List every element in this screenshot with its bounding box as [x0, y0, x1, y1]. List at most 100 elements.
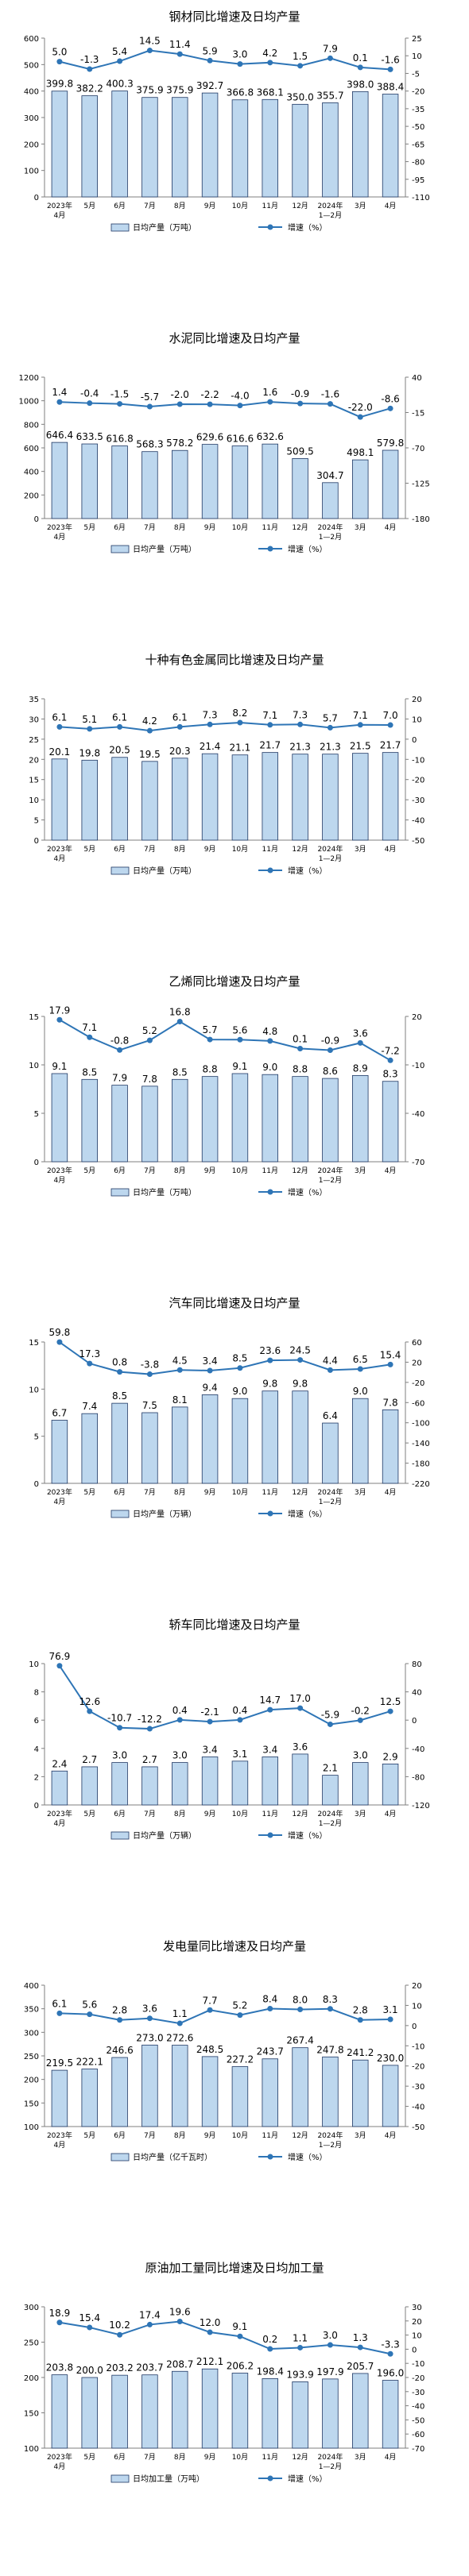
legend-bar-swatch	[110, 866, 130, 875]
category-label: 6月	[114, 523, 126, 532]
growth-data-label: 5.2	[232, 2000, 247, 2011]
legend-line-label: 增速（%）	[288, 2474, 328, 2484]
growth-data-label: -2.0	[171, 389, 189, 400]
category-label: 3月	[355, 1488, 366, 1497]
growth-data-label: 8.3	[323, 1994, 338, 2005]
bar	[51, 1420, 68, 1484]
left-tick-label: 0	[34, 194, 39, 202]
bar	[201, 2368, 219, 2449]
left-tick-label: 6	[34, 1717, 39, 1726]
category-label-line: 6月	[114, 845, 126, 854]
category-label-line: 2023年	[47, 523, 72, 532]
growth-point	[357, 1366, 363, 1372]
growth-point	[387, 405, 393, 411]
category-label: 2023年 4月	[47, 201, 72, 220]
left-tick-label: 300	[24, 2029, 39, 2038]
bar-data-label: 7.4	[82, 1401, 97, 1412]
growth-point	[357, 414, 363, 420]
category-label-line: 7月	[144, 1167, 156, 1175]
growth-point	[176, 1019, 183, 1025]
right-tick-label: 0	[412, 2023, 417, 2031]
growth-data-label: 7.0	[383, 710, 398, 721]
category-label: 10月	[232, 1167, 248, 1175]
growth-data-label: 12.0	[200, 2317, 221, 2328]
bar	[81, 1413, 98, 1484]
bar-data-label: 2.1	[323, 1763, 338, 1774]
growth-point	[267, 2005, 273, 2011]
bar	[292, 1753, 308, 1806]
category-label-line: 6月	[114, 202, 126, 210]
bar	[172, 1406, 188, 1484]
bar	[382, 449, 399, 519]
growth-data-label: -5.7	[141, 391, 159, 403]
bar	[322, 102, 339, 198]
category-label: 7月	[144, 845, 156, 854]
bar	[382, 752, 399, 841]
bar-data-label: 7.9	[112, 1073, 127, 1084]
bar-data-label: 247.8	[316, 2044, 343, 2055]
category-label-line: 10月	[232, 2453, 248, 2462]
right-tick-label: -140	[412, 1440, 430, 1448]
right-tick-label: 30	[412, 2304, 422, 2312]
growth-data-label: -0.9	[321, 1035, 339, 1046]
category-label: 12月	[292, 202, 308, 210]
category-label-line: 4月	[385, 845, 397, 854]
bar	[81, 759, 98, 841]
growth-point	[207, 721, 213, 727]
growth-data-label: -8.6	[381, 393, 399, 404]
category-label: 5月	[83, 1488, 95, 1497]
category-label: 2024年 1—2月	[317, 523, 343, 542]
growth-data-label: 1.3	[353, 2332, 368, 2343]
growth-data-label: 10.2	[109, 2320, 130, 2331]
left-tick-label: 100	[24, 2123, 39, 2132]
bar	[141, 1766, 158, 1806]
bar	[322, 754, 339, 841]
right-tick-label: -40	[412, 1110, 424, 1119]
category-label: 2023年 4月	[47, 1809, 72, 1828]
growth-point	[327, 2342, 333, 2348]
legend-bar-label: 日均产量（万吨）	[133, 866, 196, 876]
category-label-line: 6月	[114, 1488, 126, 1497]
category-label-line: 11月	[262, 1167, 278, 1175]
category-label-line: 7月	[144, 845, 156, 854]
legend-line-marker	[267, 867, 273, 873]
chart-title: 钢材同比增速及日均产量	[169, 10, 300, 24]
legend-line-label: 增速（%）	[288, 1187, 328, 1197]
category-label-line: 6月	[114, 2131, 126, 2140]
growth-line	[59, 722, 391, 732]
growth-point	[357, 64, 363, 71]
bar	[322, 1422, 339, 1484]
growth-point	[237, 1717, 243, 1723]
growth-data-label: 0.4	[172, 1705, 188, 1716]
bar	[382, 2065, 399, 2127]
growth-data-label: 3.6	[142, 2003, 157, 2015]
category-label: 6月	[114, 845, 126, 854]
category-label-line: 8月	[174, 2453, 186, 2462]
category-label: 2023年 4月	[47, 844, 72, 863]
bar-data-label: 193.9	[286, 2369, 313, 2380]
bar	[231, 2066, 249, 2127]
category-label-line: 4月	[385, 202, 397, 210]
bar	[141, 761, 158, 841]
category-label-line: 8月	[174, 1810, 186, 1818]
category-label: 11月	[262, 523, 278, 532]
growth-point	[237, 61, 243, 67]
category-label-line: 5月	[83, 1488, 95, 1497]
category-label-line: 6月	[114, 523, 126, 532]
left-tick-label: 10	[29, 1660, 39, 1669]
growth-point	[117, 1047, 123, 1053]
growth-point	[237, 1036, 243, 1043]
growth-point	[387, 2350, 393, 2357]
category-label: 7月	[144, 2131, 156, 2140]
growth-point	[176, 2020, 183, 2026]
category-label-line: 7月	[144, 202, 156, 210]
growth-data-label: 5.0	[52, 47, 67, 58]
growth-point	[267, 60, 273, 66]
growth-data-label: -0.2	[351, 1705, 370, 1716]
category-label-line: 6月	[114, 1167, 126, 1175]
left-tick-label: 100	[24, 2445, 39, 2454]
growth-point	[297, 2007, 304, 2013]
bar-data-label: 579.8	[377, 438, 404, 449]
bar	[262, 98, 278, 198]
growth-data-label: 7.1	[353, 710, 368, 721]
